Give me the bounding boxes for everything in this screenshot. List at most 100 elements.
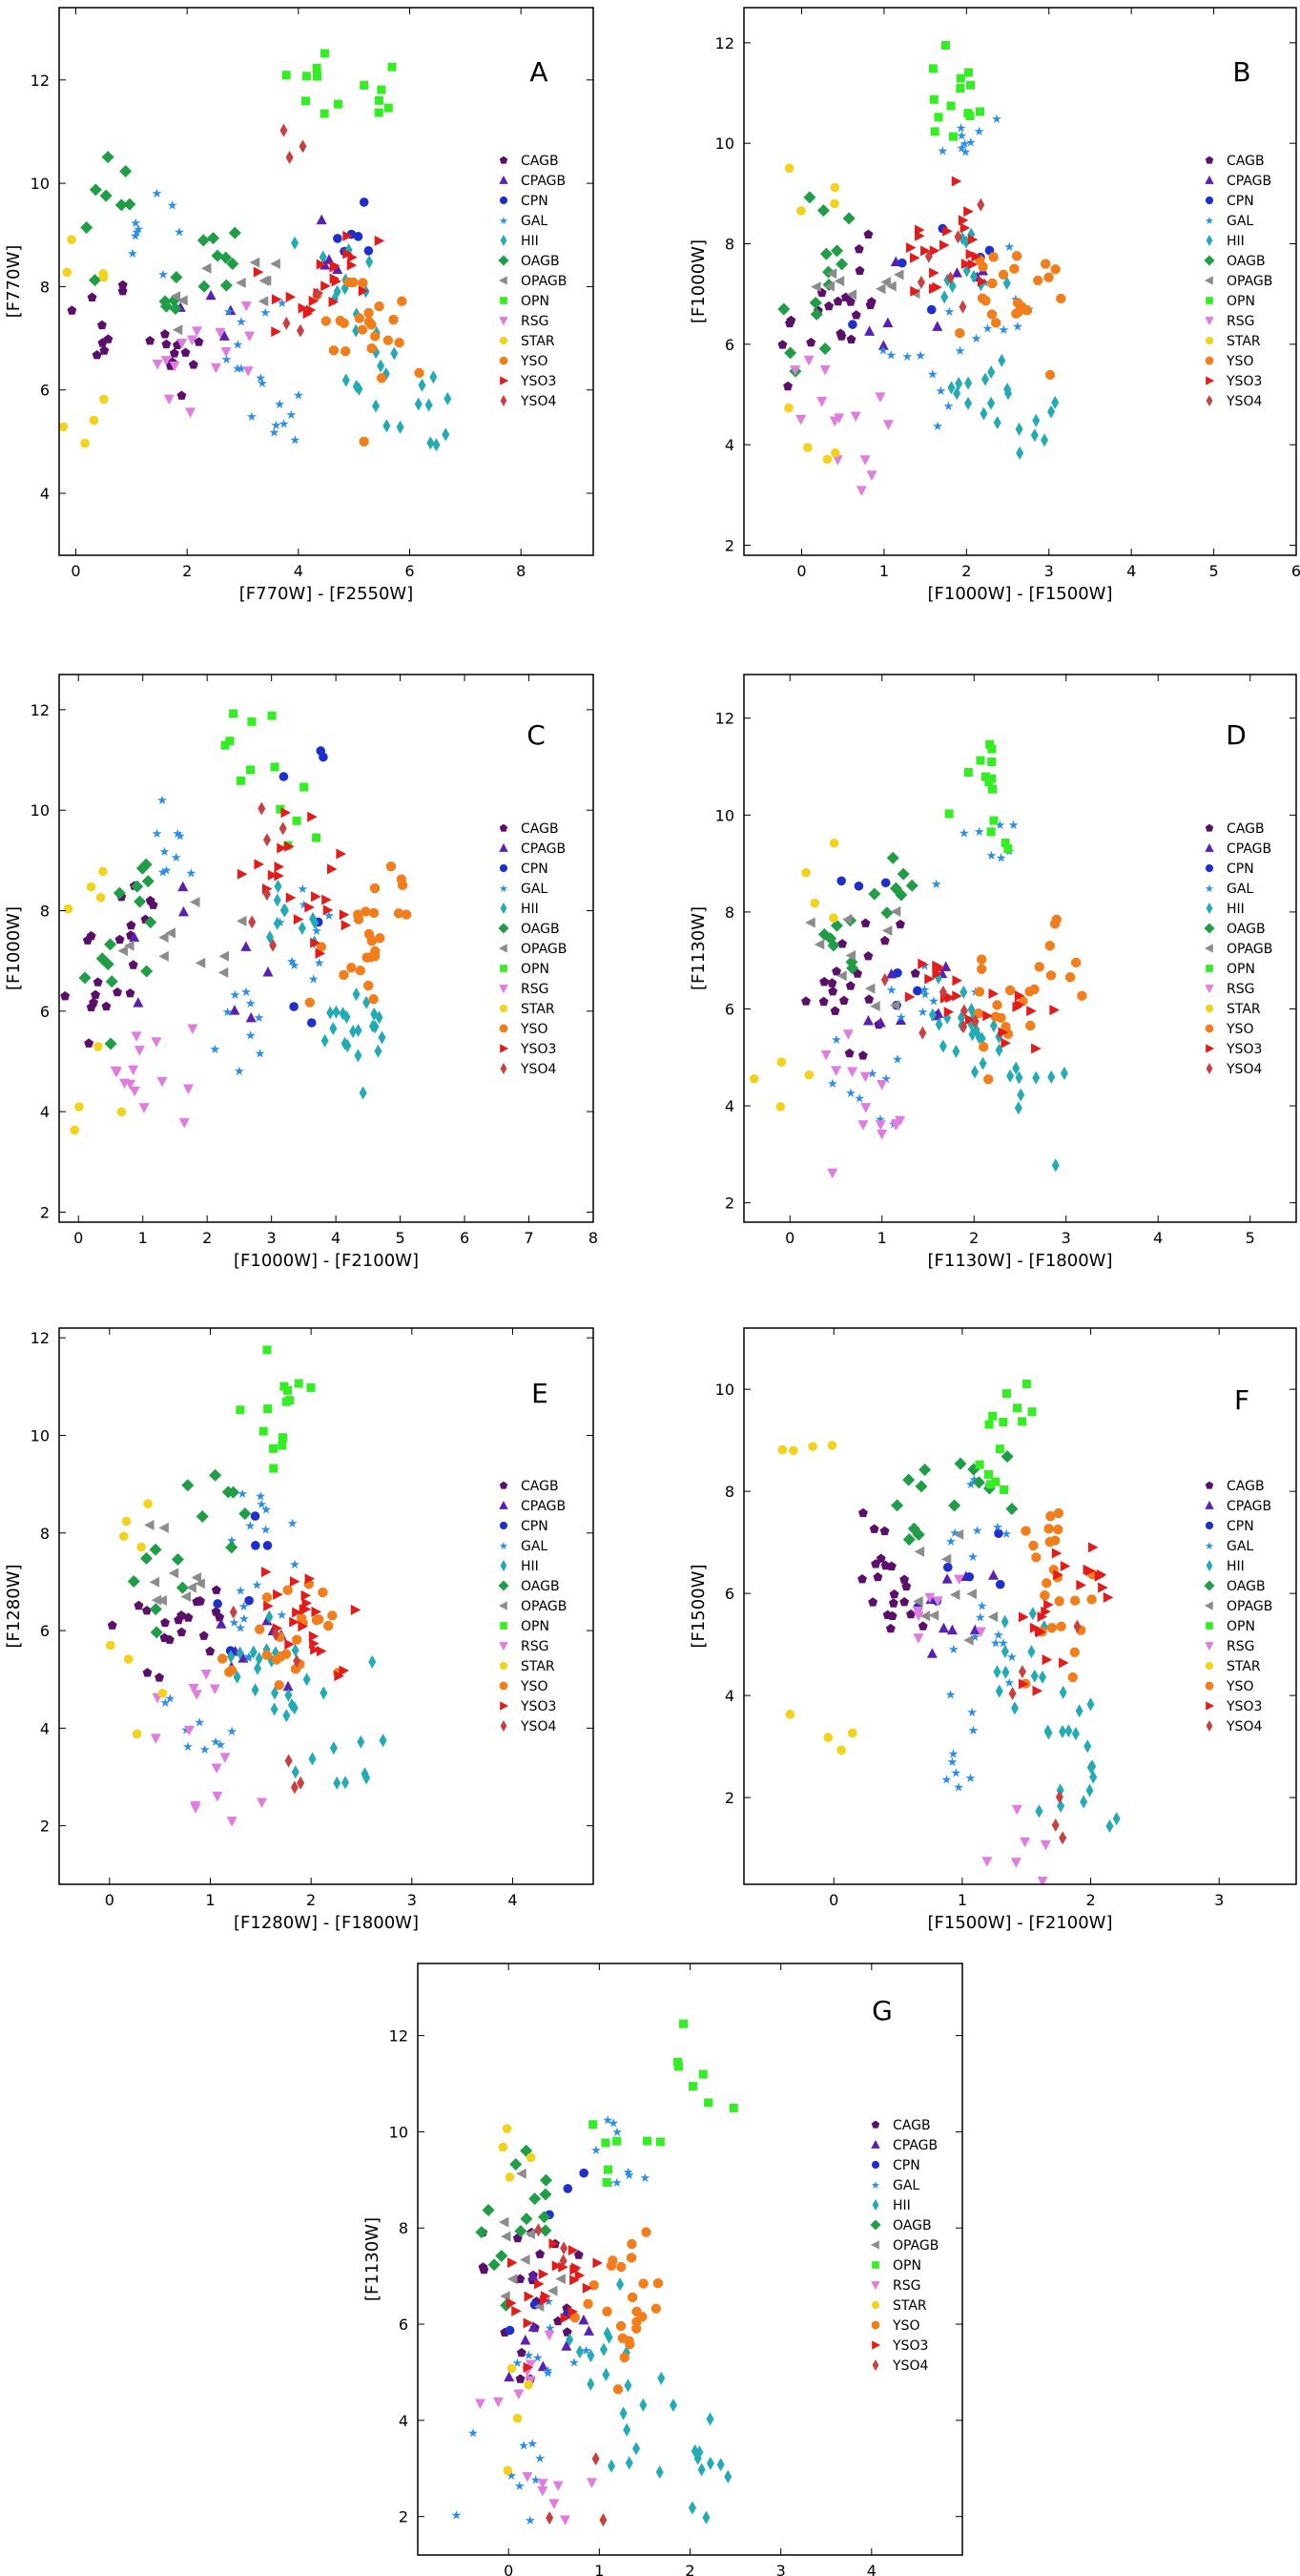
point-yso <box>320 316 331 326</box>
point-opn <box>270 762 279 772</box>
point-gal: ★ <box>152 187 163 201</box>
point-opagb <box>949 1589 960 1600</box>
point-hii <box>1014 1101 1022 1115</box>
point-star <box>823 1733 834 1742</box>
point-rsg <box>924 1592 936 1604</box>
point-cpagb <box>988 1569 1000 1580</box>
legend-label: GAL <box>521 214 547 229</box>
point-gal: ★ <box>234 1065 245 1079</box>
legend-marker-rsg <box>1205 1642 1214 1652</box>
x-tick-label: 4 <box>1126 562 1136 580</box>
point-yso <box>366 343 377 354</box>
y-axis-label: [F1500W] <box>689 1564 709 1648</box>
point-yso4 <box>272 1628 280 1642</box>
point-hii <box>265 1610 274 1624</box>
point-hii <box>1060 1067 1068 1081</box>
point-gal: ★ <box>1004 240 1016 255</box>
point-yso3 <box>945 992 956 1004</box>
point-gal: ★ <box>131 226 142 240</box>
point-gal: ★ <box>545 2321 556 2336</box>
point-gal: ★ <box>990 1637 1001 1652</box>
point-gal: ★ <box>245 1519 257 1533</box>
point-hii <box>602 2367 610 2381</box>
legend-label: RSG <box>521 982 548 997</box>
point-gal: ★ <box>972 1525 983 1539</box>
point-cpn <box>880 878 891 888</box>
point-oagb <box>905 879 918 892</box>
y-tick-label: 10 <box>715 1381 734 1399</box>
point-opagb <box>547 2285 558 2296</box>
point-gal: ★ <box>256 1498 267 1512</box>
point-yso3 <box>285 892 297 904</box>
point-opn <box>374 108 383 117</box>
legend-marker-opn <box>1206 1622 1213 1630</box>
point-gal: ★ <box>230 988 241 1003</box>
point-hii <box>993 1665 1001 1679</box>
legend-marker-yso4 <box>1206 1720 1213 1732</box>
point-opn <box>374 95 383 105</box>
point-gal: ★ <box>932 420 943 434</box>
point-gal: ★ <box>236 363 247 377</box>
point-opn <box>976 756 985 765</box>
y-tick-label: 8 <box>725 1483 734 1501</box>
point-yso3 <box>1060 1560 1071 1571</box>
point-yso <box>625 2339 635 2350</box>
legend-label: GAL <box>521 882 547 897</box>
point-opn <box>698 2069 708 2079</box>
point-yso <box>262 1592 272 1603</box>
point-gal: ★ <box>956 141 967 156</box>
legend-marker-yso4 <box>872 2359 879 2371</box>
legend-label: YSO3 <box>520 1042 556 1057</box>
point-yso3 <box>1029 1622 1041 1633</box>
point-hii <box>987 396 996 410</box>
point-yso3 <box>906 242 917 254</box>
point-cpagb <box>237 1652 249 1663</box>
point-cpn <box>995 1579 1005 1589</box>
point-yso3 <box>263 1600 274 1611</box>
legend-marker-yso3 <box>1206 376 1215 385</box>
point-hii <box>1001 1644 1009 1658</box>
point-yso <box>975 987 984 997</box>
point-gal: ★ <box>238 1612 250 1627</box>
point-yso4 <box>924 249 933 263</box>
point-cpn <box>306 1018 317 1028</box>
legend-marker-opagb <box>498 276 507 285</box>
x-axis-label: [F1000W] - [F2100W] <box>234 1251 419 1271</box>
point-cagb <box>84 1038 94 1048</box>
point-hii <box>998 353 1006 367</box>
scatter-points: ★★★★★★★★★★★★★★★★★★★★★★★★★★★ <box>777 1380 1121 1884</box>
point-cagb <box>192 1596 202 1607</box>
x-tick-label: 1 <box>594 2562 604 2576</box>
point-hii <box>320 1033 329 1048</box>
point-cagb <box>145 895 155 905</box>
point-gal: ★ <box>953 1780 964 1795</box>
point-rsg <box>860 1103 872 1113</box>
legend-marker-hii <box>1206 235 1213 246</box>
legend-marker-cagb <box>871 2120 880 2129</box>
point-cagb <box>844 1048 855 1058</box>
point-opn <box>987 757 997 766</box>
point-hii <box>1016 446 1024 460</box>
point-hii <box>964 376 973 390</box>
point-cagb <box>159 1632 170 1642</box>
legend-marker-opn <box>872 2261 879 2269</box>
point-yso3 <box>1051 1548 1063 1559</box>
point-cagb <box>169 348 179 358</box>
point-hii <box>940 290 949 304</box>
point-yso3 <box>582 2282 593 2294</box>
point-hii <box>655 2465 664 2480</box>
point-yso <box>1041 259 1051 269</box>
legend-label: OPAGB <box>1227 1599 1272 1614</box>
point-rsg <box>882 420 894 430</box>
point-star <box>119 1531 129 1542</box>
point-cagb <box>899 1574 910 1584</box>
point-yso3 <box>1059 1657 1069 1669</box>
legend-marker-star <box>499 1004 508 1013</box>
point-rsg <box>891 1119 902 1130</box>
point-yso4 <box>248 915 257 929</box>
point-hii <box>1030 428 1039 443</box>
legend-label: CPN <box>1227 862 1254 877</box>
point-yso3 <box>267 869 279 881</box>
legend-label: CPAGB <box>521 174 566 189</box>
point-yso3 <box>310 1644 320 1655</box>
